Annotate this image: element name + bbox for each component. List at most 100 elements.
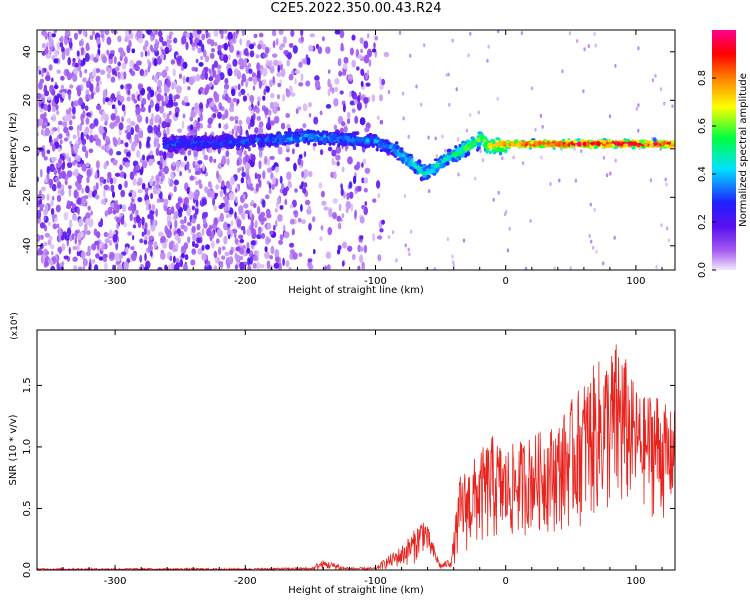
spectrogram-ridge-point — [309, 134, 316, 138]
spectrogram-speckle — [249, 209, 252, 218]
spectrogram-speckle — [102, 110, 106, 119]
spectrogram-speckle — [380, 78, 386, 86]
spectrogram-speckle — [79, 123, 83, 132]
spectrogram-speckle — [56, 181, 62, 189]
spectrogram-ridge-point — [323, 138, 327, 144]
spectrogram-ridge-point — [503, 148, 508, 154]
spectrogram-speckle — [300, 36, 304, 42]
spectrogram-ridge-point — [652, 142, 658, 146]
spectrogram-ridge-point — [446, 148, 452, 153]
spectrogram-speckle — [66, 161, 73, 169]
spectrogram-speckle — [234, 188, 238, 193]
spectrogram-speckle — [114, 172, 121, 177]
spectrogram-speckle — [62, 231, 68, 237]
spectrogram-ridge-point — [307, 140, 311, 146]
spectrogram-speckle — [239, 256, 243, 261]
spectrogram-speckle — [305, 80, 311, 87]
spectrogram-speckle — [244, 210, 250, 214]
spectrogram-speckle — [188, 191, 194, 200]
spectrogram-speckle — [149, 178, 153, 187]
spectrogram-speckle — [285, 113, 291, 118]
spectrogram-speckle — [219, 190, 223, 197]
spectrogram-speckle — [128, 40, 132, 48]
spectrogram-ridge-point — [301, 130, 307, 134]
spectrogram-speckle — [81, 145, 87, 152]
spectrogram-speckle — [65, 47, 70, 57]
spectrogram-speckle — [61, 51, 66, 61]
spectrogram-speckle — [237, 51, 240, 56]
spectrogram-speckle — [191, 46, 196, 51]
spectrogram-speckle — [194, 165, 198, 172]
spectrogram-speckle — [203, 49, 207, 58]
spectrogram-speckle — [64, 88, 67, 94]
spectrogram-speckle — [253, 76, 258, 85]
spectrogram-speckle — [147, 58, 150, 65]
spectrogram-speckle — [133, 99, 137, 104]
spectrogram-speckle — [469, 31, 472, 36]
spectrogram-speckle — [112, 234, 118, 243]
spectrogram-speckle — [39, 168, 43, 178]
spectrogram-speckle — [299, 185, 304, 190]
spectrogram-ridge-point — [339, 138, 343, 143]
spectrogram-speckle — [503, 212, 507, 217]
spectrogram-speckle — [227, 31, 233, 41]
spectrogram-speckle — [158, 171, 162, 177]
spectrogram-speckle — [512, 155, 515, 160]
spectrogram-speckle — [595, 249, 598, 254]
spectrogram-speckle — [196, 237, 202, 244]
spectrogram-speckle — [284, 198, 288, 206]
spectrogram-ridge-point — [480, 137, 484, 142]
spectrogram-speckle — [53, 58, 59, 64]
spectrogram-speckle — [258, 80, 262, 89]
spectrogram-speckle — [236, 159, 240, 166]
spectrogram-speckle — [118, 122, 124, 131]
spectrogram-speckle — [197, 117, 200, 122]
spectrogram-ridge-point — [477, 131, 483, 135]
spectrogram-speckle — [123, 221, 127, 228]
spectrogram-speckle — [106, 49, 110, 56]
spectrogram-speckle — [151, 175, 155, 181]
spectrogram-speckle — [209, 81, 213, 88]
spectrogram-speckle — [224, 251, 230, 257]
spectrogram-speckle — [229, 249, 233, 256]
spectrogram-ridge-point — [422, 167, 427, 172]
spectrogram-ridge-point — [499, 147, 505, 153]
spectrogram-speckle — [183, 95, 189, 103]
spectrogram-speckle — [339, 90, 344, 95]
spectrogram-speckle — [221, 246, 226, 251]
spectrogram-speckle — [86, 168, 92, 177]
spectrogram-speckle — [251, 154, 256, 163]
spectrogram-speckle — [141, 154, 146, 161]
spectrogram-speckle — [219, 262, 223, 267]
spectrogram-speckle — [95, 68, 101, 74]
spectrogram-speckle — [141, 231, 145, 237]
spectrogram-speckle — [139, 94, 143, 102]
spectrogram-speckle — [191, 218, 196, 224]
spectrogram-speckle — [341, 260, 345, 267]
spectrogram-speckle — [219, 212, 224, 222]
spectrogram-speckle — [80, 250, 86, 260]
spectrogram-speckle — [180, 246, 187, 255]
spectrogram-speckle — [293, 210, 298, 215]
spectrogram-speckle — [72, 115, 76, 120]
spectrogram-speckle — [275, 219, 278, 228]
spectrogram-speckle — [451, 38, 454, 43]
spectrogram-ridge-point — [543, 144, 548, 148]
spectrogram-speckle — [84, 223, 88, 233]
spectrogram-speckle — [467, 53, 470, 58]
spectrogram-speckle — [128, 192, 133, 197]
spectrogram-speckle — [68, 221, 73, 228]
spectrogram-speckle — [232, 59, 238, 67]
spectrogram-speckle — [319, 236, 323, 242]
spectrogram-speckle — [277, 82, 282, 88]
spectrogram-ridge-point — [389, 144, 393, 150]
spectrogram-speckle — [590, 239, 593, 244]
spectrogram-speckle — [218, 162, 222, 170]
spectrogram-speckle — [50, 208, 55, 216]
spectrogram-speckle — [49, 85, 54, 94]
spectrogram-speckle — [242, 73, 247, 83]
spectrogram-speckle — [217, 69, 222, 74]
spectrogram-speckle — [47, 221, 51, 226]
spectrogram-speckle — [250, 220, 254, 228]
spectrogram-ridge-point — [652, 137, 657, 143]
